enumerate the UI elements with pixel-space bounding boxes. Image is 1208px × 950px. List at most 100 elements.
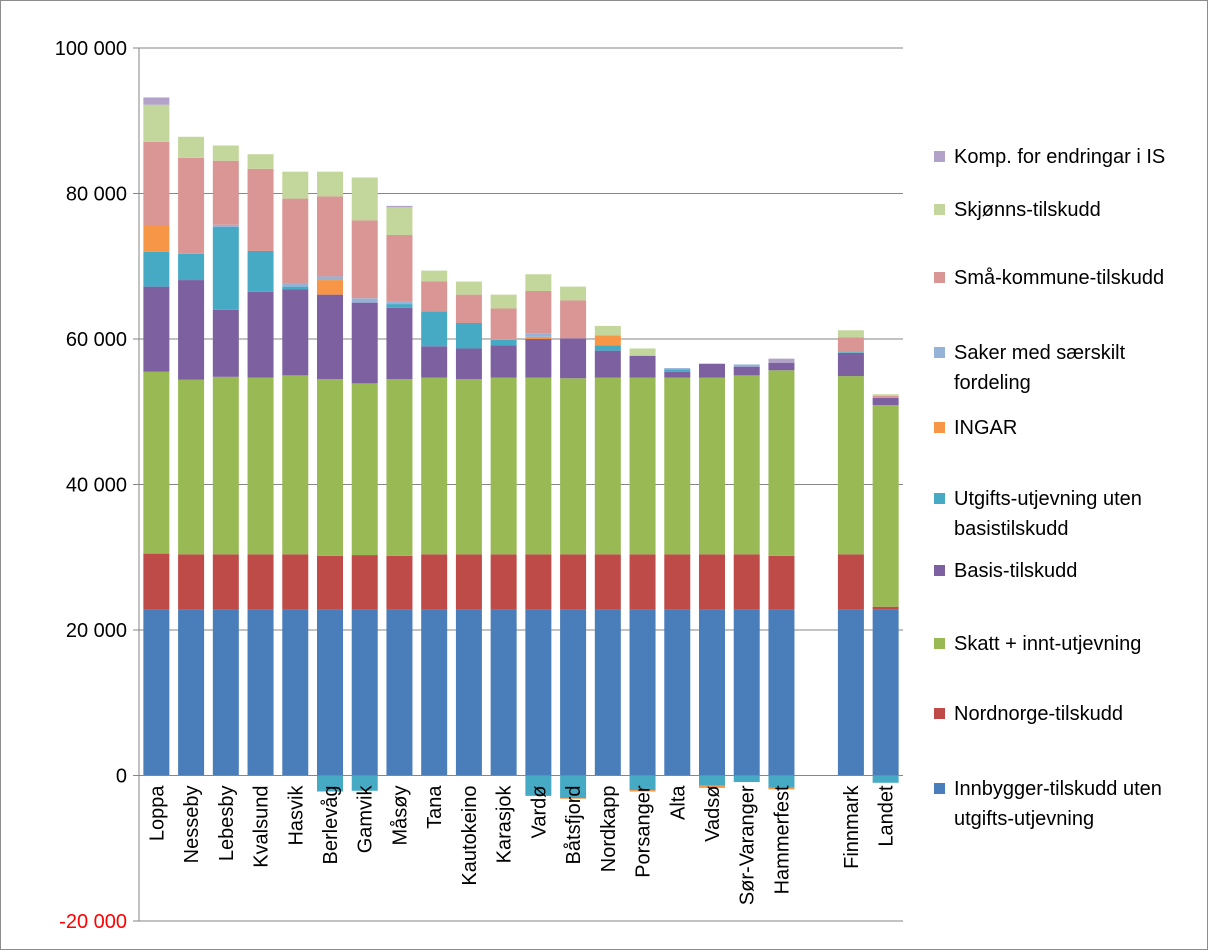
x-tick-label: Hammerfest xyxy=(771,785,793,894)
bar-segment-6-5 xyxy=(317,276,343,281)
bar-segment-2-14 xyxy=(629,377,656,555)
bar-segment-5-14 xyxy=(629,790,656,792)
bar-segment-6-11 xyxy=(525,333,552,337)
legend-label: Saker med særskilt fordeling xyxy=(954,342,1126,394)
bar-segment-1-0 xyxy=(143,553,170,610)
bar-segment-2-21 xyxy=(872,405,899,607)
legend-swatch xyxy=(934,638,945,649)
bar-segment-8-5 xyxy=(317,171,343,197)
y-tick-label: 20 000 xyxy=(66,620,127,642)
bar-segment-7-0 xyxy=(143,141,170,226)
bar-segment-6-4 xyxy=(282,282,309,287)
bar-segment-7-4 xyxy=(282,198,309,283)
bar-segment-7-5 xyxy=(317,196,343,277)
bar-segment-1-1 xyxy=(178,554,205,610)
bar-segment-2-16 xyxy=(699,377,725,555)
bar-segment-0-1 xyxy=(178,609,205,776)
bar-segment-1-10 xyxy=(490,554,517,610)
bar-segment-0-16 xyxy=(699,609,725,776)
bar-segment-3-17 xyxy=(733,366,760,376)
bar-segment-1-7 xyxy=(386,555,413,610)
bar-segment-4-17 xyxy=(733,775,760,783)
x-tick-label: Vardø xyxy=(528,786,550,839)
bar-segment-4-3 xyxy=(247,250,274,292)
x-tick-label: Hasvik xyxy=(285,785,307,846)
bar-segment-3-0 xyxy=(143,286,170,372)
x-tick-label: Berlevåg xyxy=(320,786,342,865)
bar-segment-0-21 xyxy=(872,609,899,776)
bar-segment-7-3 xyxy=(247,168,274,251)
bar-segment-4-14 xyxy=(629,775,656,791)
x-tick-label: Gamvik xyxy=(355,785,377,854)
legend-swatch xyxy=(934,347,945,358)
legend-swatch xyxy=(934,708,945,719)
bar-segment-3-7 xyxy=(386,307,413,380)
bar-segment-9-18 xyxy=(768,358,795,364)
bar-segment-7-1 xyxy=(178,157,205,254)
bar-segment-0-2 xyxy=(212,609,239,776)
bar-segment-6-6 xyxy=(351,298,378,303)
legend-label: Nordnorge-tilskudd xyxy=(954,703,1123,725)
legend-label: Utgifts-utjevning uten basistilskudd xyxy=(954,488,1142,540)
bar-segment-0-12 xyxy=(560,609,587,776)
bar-segment-3-14 xyxy=(629,355,656,378)
bar-segment-8-1 xyxy=(178,136,205,158)
x-tick-label: Finnmark xyxy=(841,785,863,869)
bar-segment-8-12 xyxy=(560,286,587,301)
y-tick-label: 100 000 xyxy=(55,38,127,60)
bar-segment-4-15 xyxy=(664,369,691,372)
bar-segment-1-4 xyxy=(282,554,309,610)
legend-swatch xyxy=(934,493,945,504)
bar-segment-5-0 xyxy=(143,225,170,252)
legend-swatch xyxy=(934,565,945,576)
legend-label: INGAR xyxy=(954,417,1017,439)
x-tick-label: Loppa xyxy=(146,785,168,841)
bar-segment-8-6 xyxy=(351,177,378,221)
bar-segment-2-15 xyxy=(664,377,691,555)
bar-segment-8-4 xyxy=(282,171,309,199)
bar-segment-2-13 xyxy=(594,377,621,555)
bar-segment-2-6 xyxy=(351,383,378,556)
bar-segment-8-10 xyxy=(490,294,517,309)
y-tick-label: 80 000 xyxy=(66,184,127,206)
bar-segment-4-5 xyxy=(317,775,343,792)
bar-segment-4-4 xyxy=(282,286,309,290)
bar-segment-5-12 xyxy=(560,798,587,799)
bar-segment-8-9 xyxy=(455,281,482,295)
bar-segment-0-17 xyxy=(733,609,760,776)
bar-segment-0-0 xyxy=(143,609,170,776)
bar-segment-3-1 xyxy=(178,280,205,380)
bar-segment-3-11 xyxy=(525,339,552,378)
bar-segment-0-6 xyxy=(351,609,378,776)
bar-segment-1-17 xyxy=(733,554,760,610)
bar-segment-3-4 xyxy=(282,289,309,376)
bar-segment-3-8 xyxy=(421,346,448,378)
bar-segment-2-1 xyxy=(178,379,205,555)
bar-segment-1-12 xyxy=(560,554,587,610)
bar-segment-6-7 xyxy=(386,301,413,305)
x-tick-label: Kvalsund xyxy=(251,786,273,868)
bar-segment-0-5 xyxy=(317,609,343,776)
x-tick-label: Alta xyxy=(667,785,689,820)
bar-segment-3-9 xyxy=(455,348,482,380)
bar-segment-7-20 xyxy=(837,337,864,353)
bar-segment-0-8 xyxy=(421,609,448,776)
bar-segment-4-8 xyxy=(421,311,448,347)
x-tick-label: Vadsø xyxy=(702,786,724,842)
bar-segment-3-12 xyxy=(560,338,587,379)
legend-swatch xyxy=(934,422,945,433)
bar-segment-4-6 xyxy=(351,775,378,791)
bar-segment-2-17 xyxy=(733,375,760,555)
bar-segment-1-14 xyxy=(629,554,656,610)
bar-segment-1-15 xyxy=(664,554,691,610)
bar-segment-5-5 xyxy=(317,280,343,295)
bar-segment-5-13 xyxy=(594,335,621,346)
bar-segment-0-9 xyxy=(455,609,482,776)
bar-segment-4-0 xyxy=(143,251,170,287)
bar-segment-1-21 xyxy=(872,606,899,610)
bar-segment-4-18 xyxy=(768,775,795,788)
bar-segment-2-12 xyxy=(560,378,587,555)
bar-segment-8-20 xyxy=(837,330,864,338)
bar-segment-1-9 xyxy=(455,554,482,610)
